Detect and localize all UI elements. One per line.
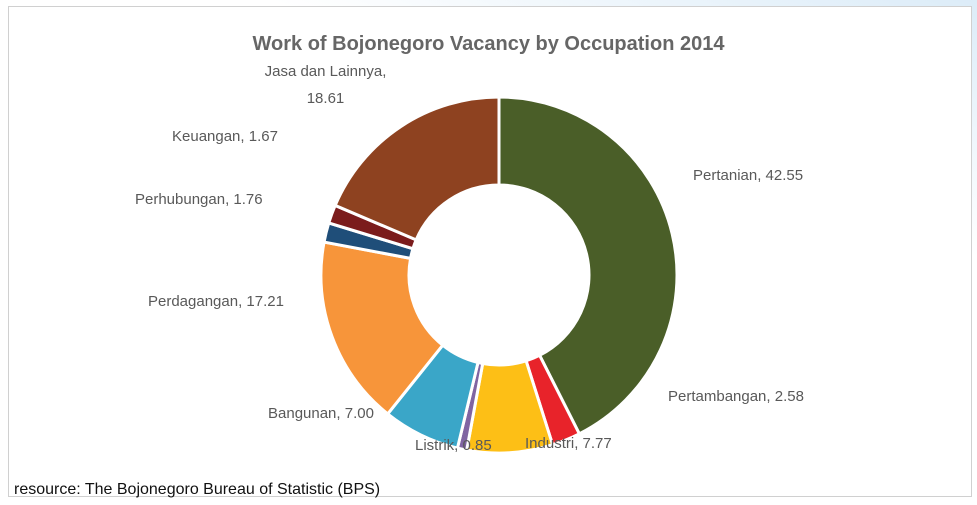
donut-slice — [319, 240, 445, 417]
data-label: Bangunan, 7.00 — [268, 405, 374, 422]
donut-slice — [497, 95, 679, 436]
data-label: Pertanian, 42.55 — [693, 167, 804, 184]
data-label: Perdagangan, 17.21 — [148, 293, 284, 310]
data-label: Perhubungan, 1.76 — [135, 191, 263, 208]
data-label: Listrik, 0.85 — [415, 437, 492, 454]
chart-title: Work of Bojonegoro Vacancy by Occupation… — [252, 33, 725, 55]
data-label: Pertambangan, 2.58 — [668, 388, 804, 405]
data-label: Keuangan, 1.67 — [172, 128, 278, 145]
donut-slice — [333, 95, 501, 242]
data-label: Jasa dan Lainnya, 18.61 — [264, 63, 387, 107]
data-label: Industri, 7.77 — [525, 435, 612, 452]
source-note: resource: The Bojonegoro Bureau of Stati… — [14, 481, 381, 498]
